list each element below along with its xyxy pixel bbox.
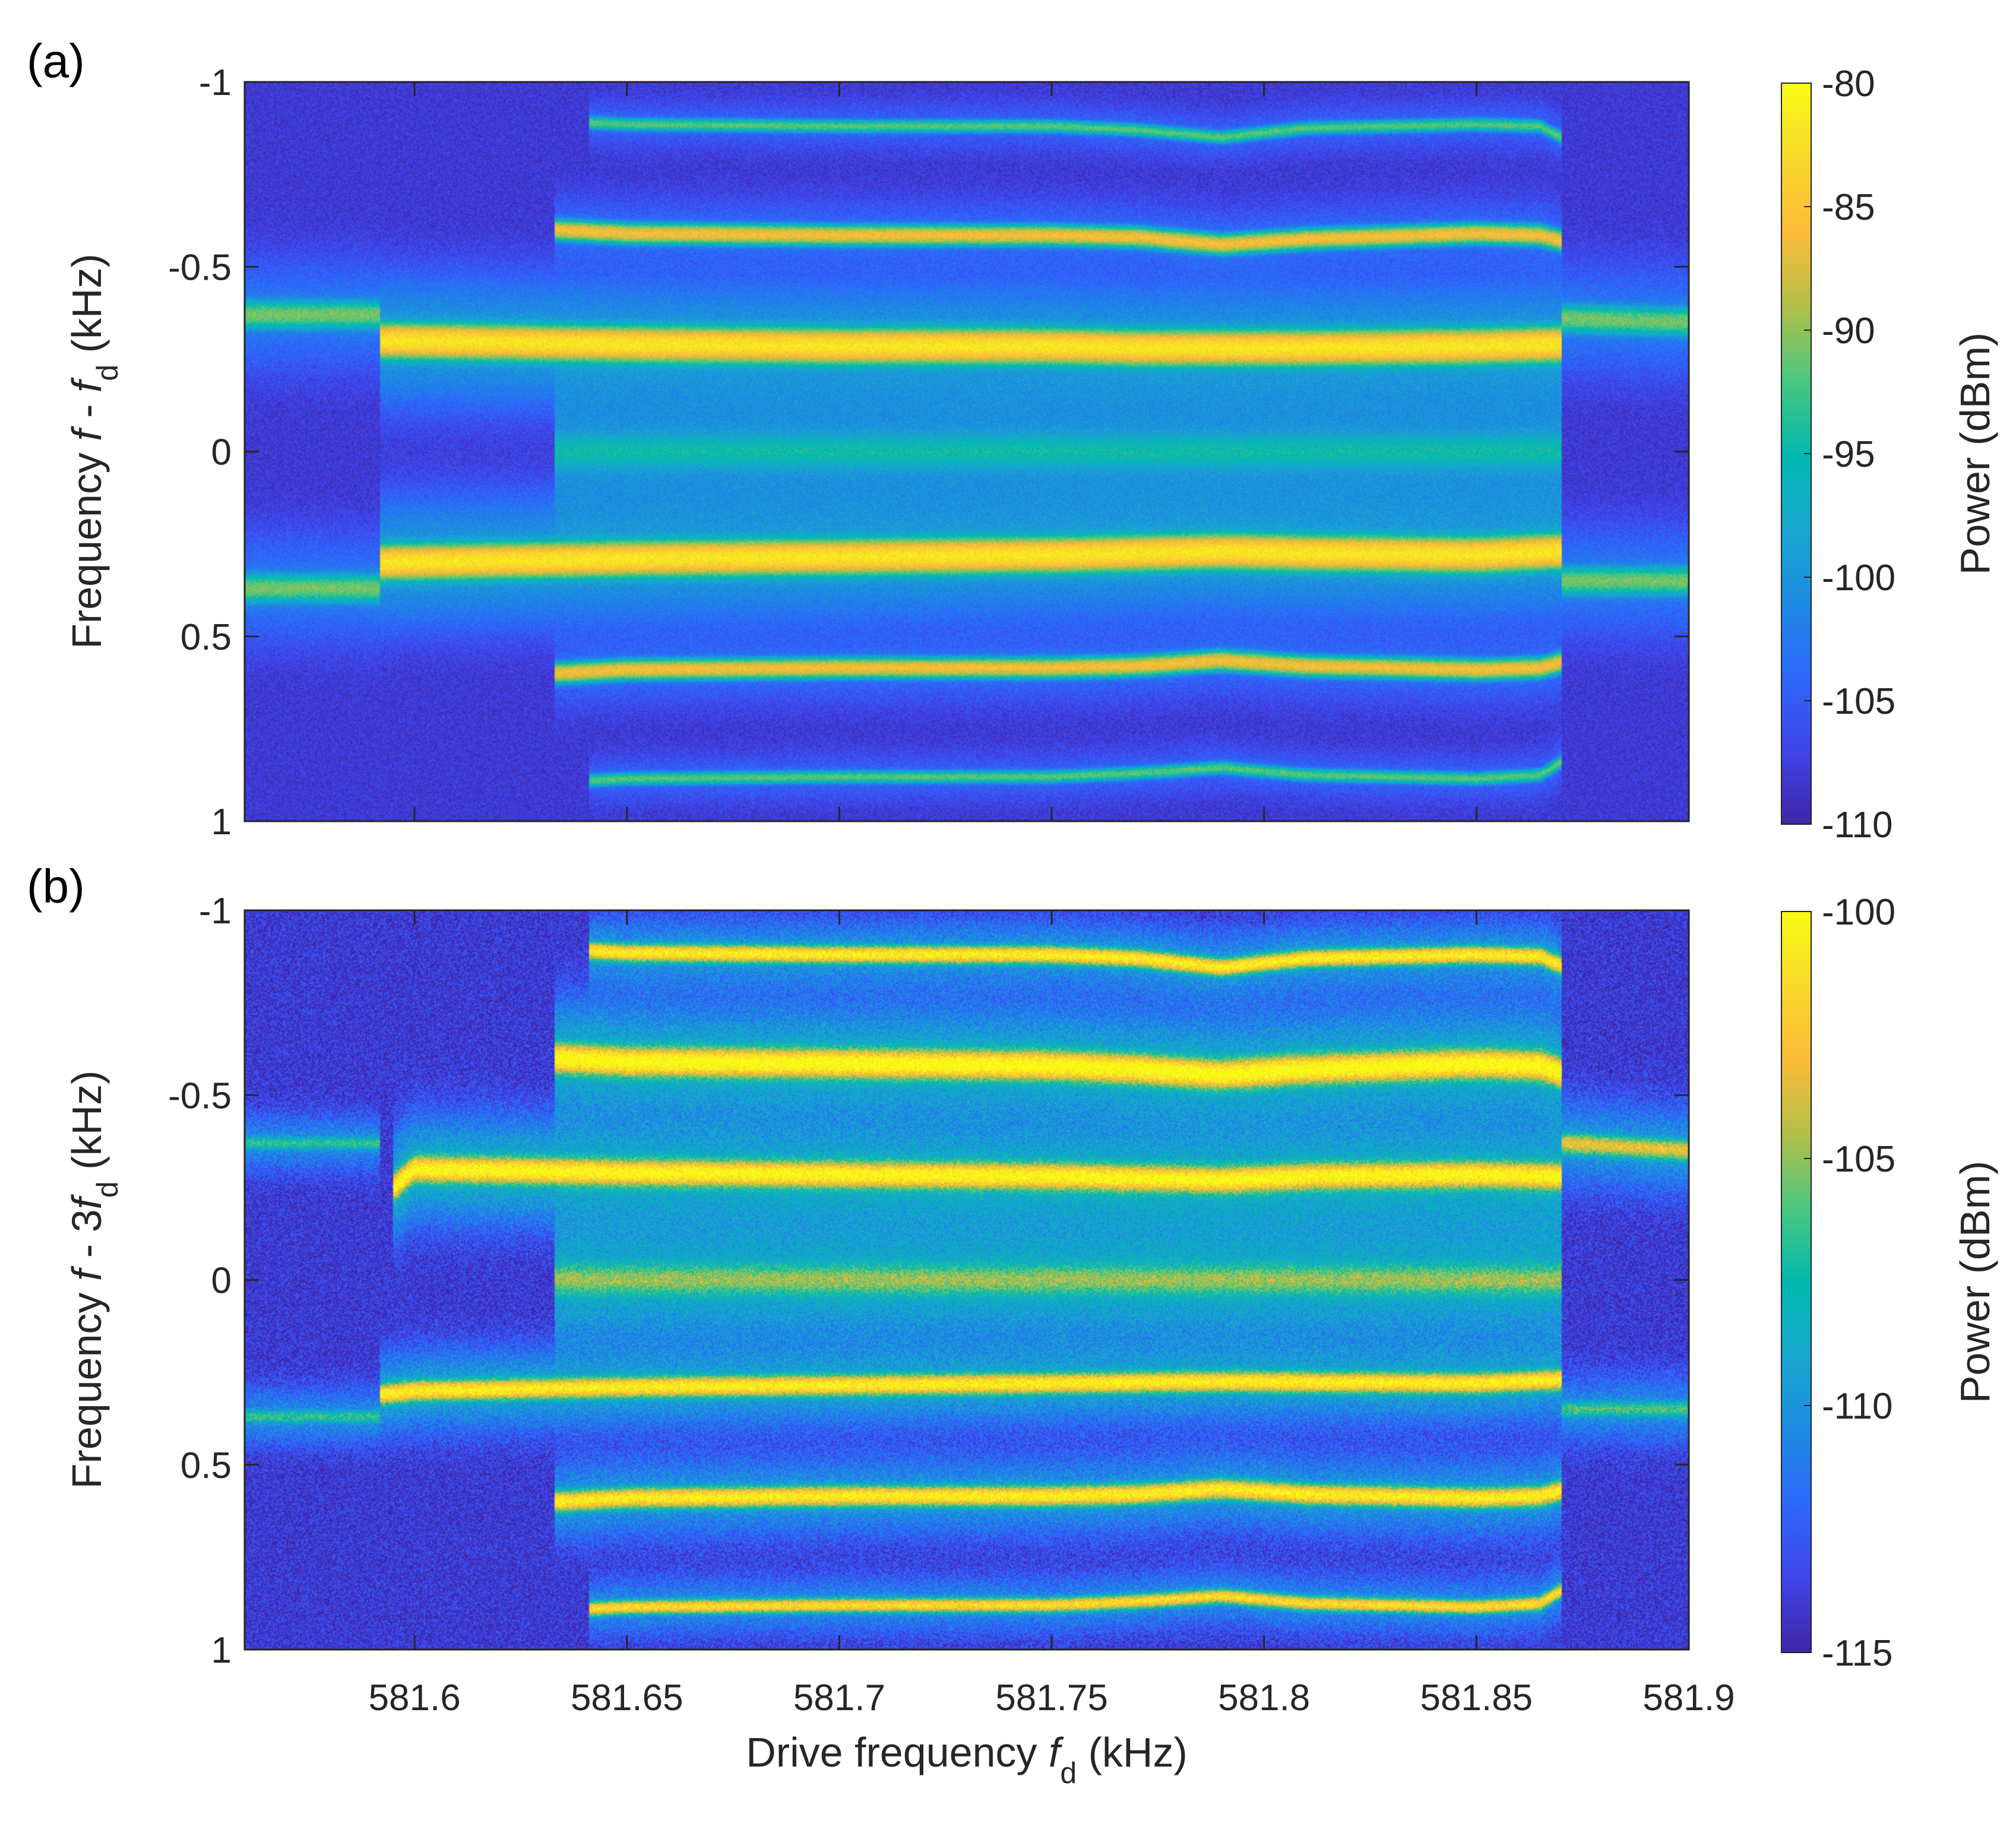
colorbar-frame-b [1781, 911, 1812, 1653]
y-tick-label: 0.5 [181, 1445, 232, 1486]
y-tick-label: 1 [211, 802, 232, 843]
y-axis-title-b: Frequency f - 3fd (kHz) [64, 1071, 124, 1489]
colorbar-label-b: Power (dBm) [1952, 1161, 1998, 1403]
colorbar-tick-label: -100 [1822, 892, 1895, 933]
panel-a: (a) -1 -0.5 0 0.5 1 Frequency f - fd (kHz) -… [27, 34, 1998, 846]
colorbar-a: -80 -85 -90 -95 -100 -105 -110 Power (dBm) [1781, 64, 1998, 846]
heatmap-b [245, 910, 1689, 1650]
colorbar-tick-label: -95 [1822, 434, 1875, 475]
y-tick-label: -0.5 [168, 247, 232, 288]
y-tick-label: -0.5 [168, 1075, 232, 1116]
y-tick-label: 0 [211, 1261, 232, 1302]
y-axis-title-a: Frequency f - fd (kHz) [64, 254, 124, 649]
x-tick-label: 581.7 [793, 1677, 885, 1718]
colorbar-tick-label: -90 [1822, 311, 1875, 352]
panel-b: (b) -1-0.500.51 Frequency f - 3fd (kHz) … [27, 860, 1998, 1674]
colorbar-tick-label: -80 [1822, 64, 1875, 105]
colorbar-b: -100 -105 -110 -115 Power (dBm) [1781, 892, 1998, 1674]
colorbar-tick-label: -115 [1822, 1633, 1893, 1674]
heatmap-a [245, 82, 1689, 821]
y-axis-a: -1 -0.5 0 0.5 1 [168, 62, 1690, 843]
colorbar-gradient-b [1781, 911, 1811, 1653]
x-tick-label: 581.6 [369, 1677, 461, 1718]
colorbar-tick-label: -105 [1822, 681, 1895, 722]
y-tick-label: -1 [199, 62, 232, 103]
y-tick-label: 0 [211, 432, 232, 473]
x-axis-title: Drive frequency fd (kHz) [746, 1729, 1188, 1790]
y-tick-label: 0.5 [181, 617, 232, 658]
colorbar-tick-label: -100 [1822, 558, 1895, 599]
panel-label-a: (a) [27, 34, 85, 87]
x-axis: 581.6 581.65 581.7 581.75 581.8 581.85 581.9 [369, 1677, 1735, 1718]
x-tick-label: 581.8 [1218, 1677, 1310, 1718]
y-tick-label: 1 [211, 1630, 232, 1671]
x-tick-label: 581.65 [571, 1677, 683, 1718]
y-tick-label: -1 [199, 891, 232, 932]
x-tick-label: 581.9 [1642, 1677, 1735, 1718]
y-axis-b: -1 -0.5 0 0.5 1 [168, 891, 1690, 1671]
colorbar-tick-label: -110 [1822, 805, 1893, 846]
colorbar-tick-label: -105 [1822, 1139, 1895, 1180]
colorbar-tick-label: -110 [1822, 1386, 1893, 1427]
colorbar-tick-label: -85 [1822, 187, 1875, 228]
x-tick-label: 581.75 [995, 1677, 1108, 1718]
x-tick-label: 581.85 [1420, 1677, 1533, 1718]
colorbar-label-a: Power (dBm) [1952, 333, 1998, 575]
panel-label-b: (b) [27, 860, 85, 913]
